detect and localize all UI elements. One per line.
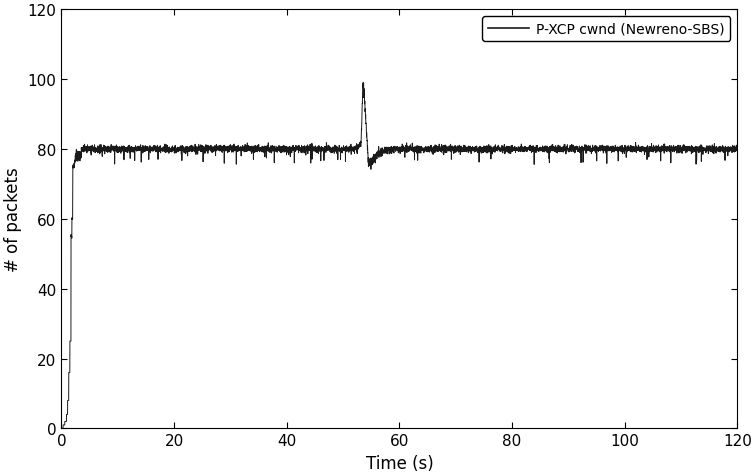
X-axis label: Time (s): Time (s) — [366, 454, 433, 472]
Y-axis label: # of packets: # of packets — [5, 167, 22, 272]
Legend: P-XCP cwnd (Newreno-SBS): P-XCP cwnd (Newreno-SBS) — [482, 17, 730, 42]
